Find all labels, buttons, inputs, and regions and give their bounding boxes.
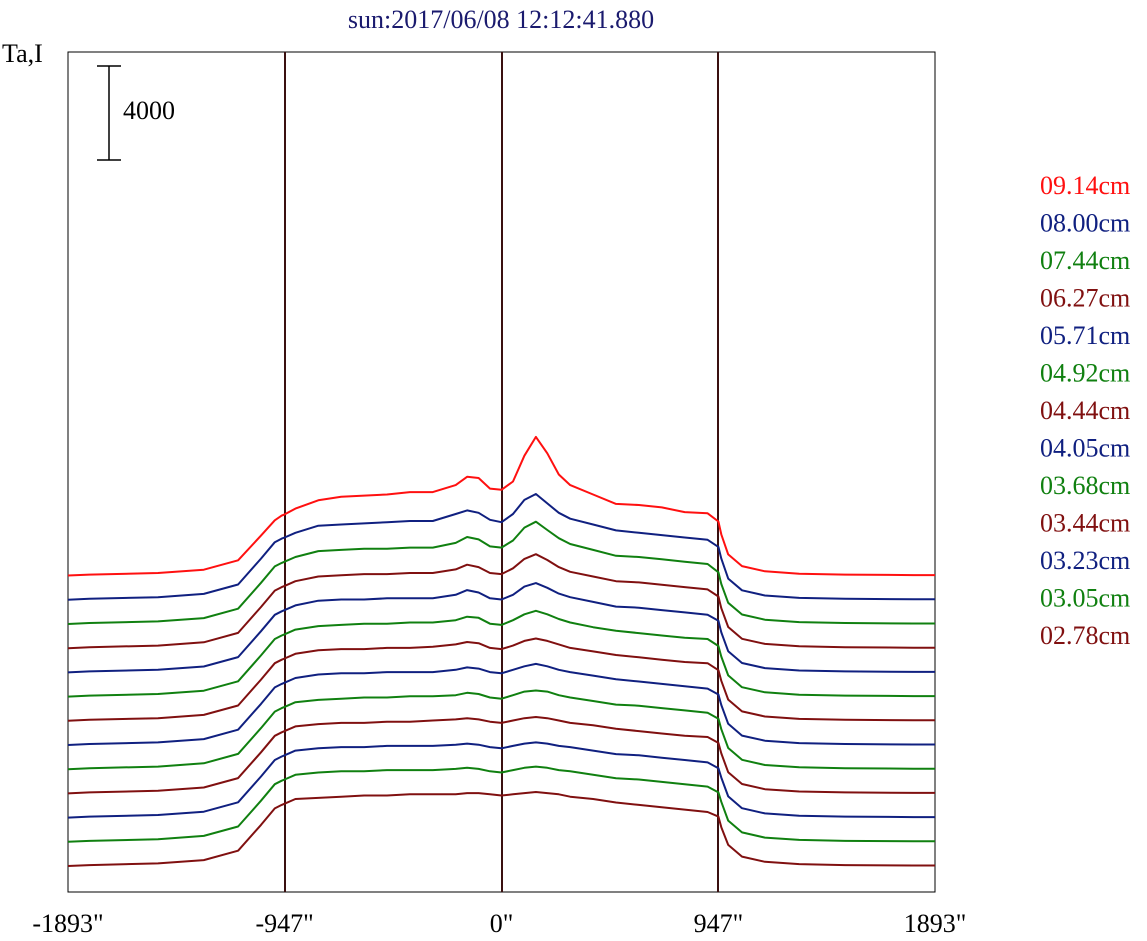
x-tick-label: -1893" xyxy=(32,909,103,938)
series-lines xyxy=(67,435,935,867)
x-tick-label: 1893" xyxy=(904,909,967,938)
legend-entry: 03.23cm xyxy=(1040,546,1130,575)
legend-entry: 04.05cm xyxy=(1040,434,1130,463)
series-line xyxy=(67,662,935,746)
scale-bar-label: 4000 xyxy=(123,96,175,125)
legend-entry: 03.44cm xyxy=(1040,509,1130,538)
x-tick-labels: -1893" -947" 0" 947" 1893" xyxy=(32,909,966,938)
series-line xyxy=(67,553,935,650)
series-line xyxy=(67,689,935,771)
series-line xyxy=(67,609,935,698)
legend-entry: 04.92cm xyxy=(1040,359,1130,388)
legend: 09.14cm 08.00cm 07.44cm 06.27cm 05.71cm 04.92… xyxy=(1040,171,1130,650)
legend-entry: 03.68cm xyxy=(1040,471,1130,500)
legend-entry: 03.05cm xyxy=(1040,584,1130,613)
series-line xyxy=(67,493,935,601)
legend-entry: 06.27cm xyxy=(1040,284,1130,313)
series-line xyxy=(67,765,935,843)
x-tick-label: 947" xyxy=(694,909,744,938)
series-line xyxy=(67,637,935,722)
series-line xyxy=(67,435,935,577)
series-line xyxy=(67,716,935,795)
legend-entry: 07.44cm xyxy=(1040,246,1130,275)
series-line xyxy=(67,582,935,674)
x-tick-label: -947" xyxy=(255,909,313,938)
y-axis-label: Ta,I xyxy=(2,39,43,68)
legend-entry: 02.78cm xyxy=(1040,621,1130,650)
legend-entry: 08.00cm xyxy=(1040,209,1130,238)
legend-entry: 09.14cm xyxy=(1040,171,1130,200)
series-line xyxy=(67,791,935,867)
x-tick-label: 0" xyxy=(490,909,514,938)
vertical-markers xyxy=(284,52,719,892)
legend-entry: 05.71cm xyxy=(1040,321,1130,350)
chart-title: sun:2017/06/08 12:12:41.880 xyxy=(348,5,654,34)
series-line xyxy=(67,520,935,625)
legend-entry: 04.44cm xyxy=(1040,396,1130,425)
scale-bar: 4000 xyxy=(97,65,175,161)
series-line xyxy=(67,741,935,819)
